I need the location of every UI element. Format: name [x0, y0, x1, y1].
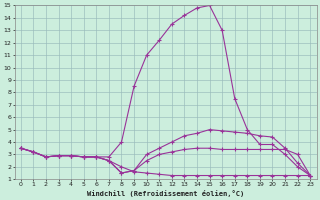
X-axis label: Windchill (Refroidissement éolien,°C): Windchill (Refroidissement éolien,°C) — [87, 190, 244, 197]
